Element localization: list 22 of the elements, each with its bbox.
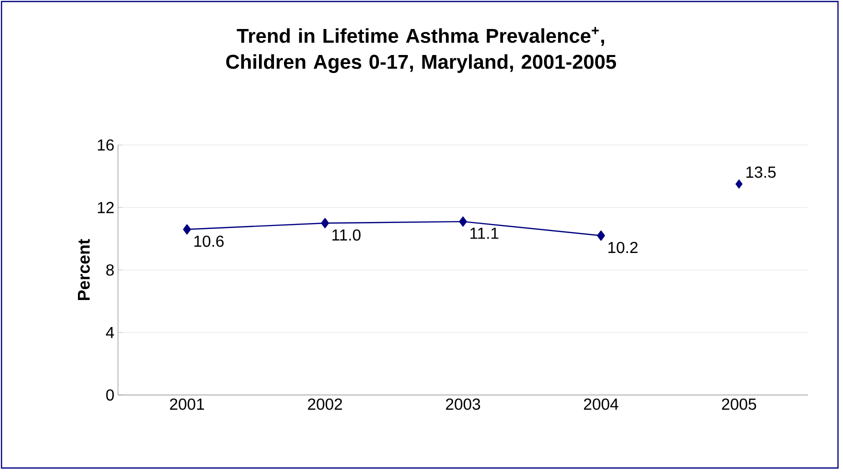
- data-label: 11.0: [332, 229, 361, 241]
- data-label: 11.1: [470, 228, 498, 239]
- y-tick-label: 8: [106, 264, 114, 276]
- y-tick-label: 16: [98, 139, 114, 151]
- point: [321, 218, 329, 228]
- x-tick-label: 2005: [722, 398, 756, 410]
- y-axis-title: Percent: [78, 239, 90, 300]
- point: [459, 216, 467, 227]
- point: [735, 179, 743, 189]
- data-label: 13.5: [746, 166, 776, 178]
- x-tick-label: 2003: [446, 398, 480, 410]
- y-tick-label: 4: [106, 326, 114, 338]
- y-tick-label: 0: [106, 389, 114, 401]
- y-tick-label: 12: [98, 202, 114, 214]
- point: [597, 230, 605, 241]
- data-label: 10.6: [194, 236, 224, 247]
- chart-title: Trend in Lifetime Asthma Prevalence$^{+}$, Children Ages 0-17, Maryland, 2001-2005: [226, 26, 616, 73]
- x-tick-label: 2001: [170, 398, 204, 410]
- x-tick-label: 2002: [308, 398, 342, 410]
- x-tick-label: 2004: [584, 398, 618, 410]
- point: [183, 224, 191, 234]
- data-label: 10.2: [608, 242, 638, 254]
